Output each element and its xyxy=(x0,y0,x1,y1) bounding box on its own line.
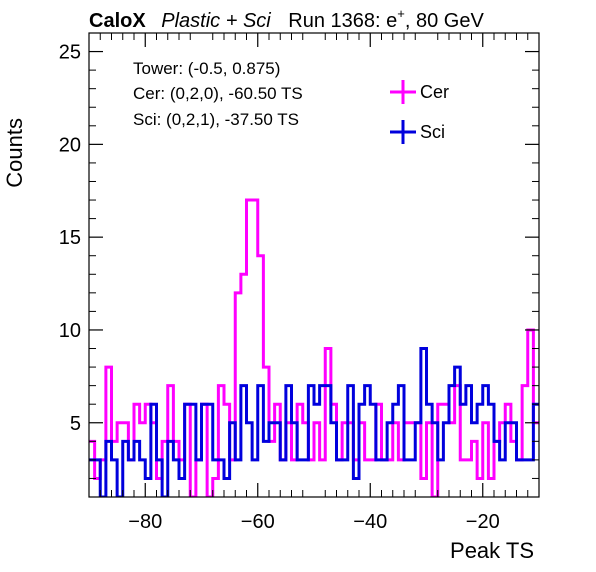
title-run: Run 1368: e xyxy=(288,10,397,32)
legend: Cer Sci xyxy=(390,80,449,144)
y-tick-label: 25 xyxy=(59,42,81,64)
x-tick-label: −20 xyxy=(466,511,500,533)
title-experiment: CaloX xyxy=(89,10,146,32)
x-tick-label: −60 xyxy=(241,511,275,533)
title-energy: , 80 GeV xyxy=(405,10,485,32)
info-sci: Sci: (0,2,1), -37.50 TS xyxy=(133,110,299,129)
plot-frame xyxy=(88,32,540,498)
title-particle-sup: + xyxy=(397,6,405,21)
legend-cer-label: Cer xyxy=(420,82,449,102)
y-tick-label: 10 xyxy=(59,320,81,342)
series-sci-line xyxy=(89,347,539,497)
legend-sci-label: Sci xyxy=(420,122,445,142)
y-tick-label: 20 xyxy=(59,134,81,156)
y-tick-label: 15 xyxy=(59,227,81,249)
chart-title: CaloX Plastic + Sci Run 1368: e+, 80 GeV xyxy=(89,6,484,32)
x-tick-label: −40 xyxy=(353,511,387,533)
y-axis-label: Counts xyxy=(2,118,27,188)
axes-layer: −80 −60 −40 −20 5 10 15 20 25 xyxy=(59,32,539,533)
series-layer xyxy=(89,198,539,497)
x-tick-label: −80 xyxy=(128,511,162,533)
title-detector: Plastic + Sci xyxy=(161,10,271,32)
info-cer: Cer: (0,2,0), -60.50 TS xyxy=(133,84,303,103)
info-tower: Tower: (-0.5, 0.875) xyxy=(133,59,280,78)
y-tick-label: 5 xyxy=(70,413,81,435)
x-axis-label: Peak TS xyxy=(450,538,534,563)
